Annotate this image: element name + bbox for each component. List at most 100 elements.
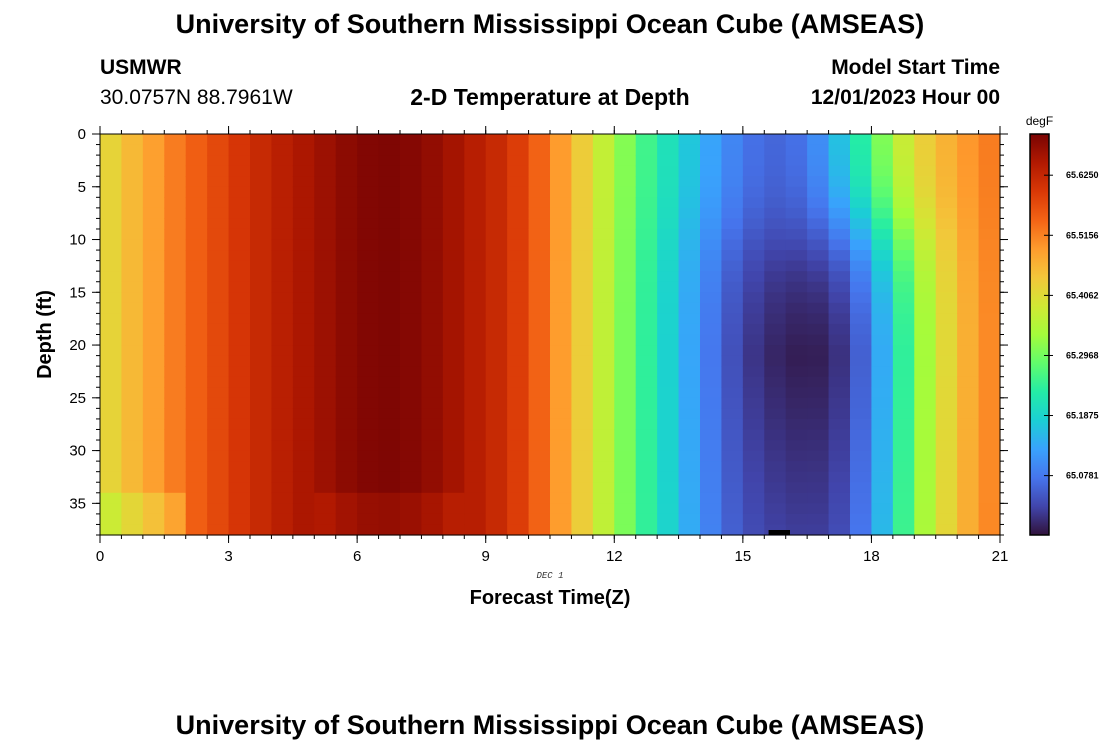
heatmap-cell <box>100 239 123 251</box>
heatmap-cell <box>121 492 144 504</box>
heatmap-cell <box>164 461 187 473</box>
heatmap-cell <box>957 197 980 209</box>
heatmap-cell <box>271 228 294 241</box>
heatmap-cell <box>400 260 423 272</box>
heatmap-cell <box>721 176 744 188</box>
heatmap-cell <box>378 197 401 209</box>
heatmap-cell <box>228 302 251 314</box>
heatmap-cell <box>785 176 808 188</box>
heatmap-cell <box>207 492 230 504</box>
heatmap-cell <box>785 134 808 146</box>
heatmap-cell <box>635 440 658 452</box>
heatmap-cell <box>528 144 551 156</box>
heatmap-cell <box>207 134 230 146</box>
heatmap-cell <box>100 323 123 336</box>
heatmap-cell <box>164 281 187 293</box>
heatmap-cell <box>764 482 787 494</box>
heatmap-cell <box>357 302 380 314</box>
heatmap-cell <box>421 313 444 325</box>
heatmap-cell <box>785 376 808 388</box>
heatmap-cell <box>378 429 401 441</box>
heatmap-cell <box>142 323 165 336</box>
heatmap-cell <box>421 397 444 409</box>
heatmap-cell <box>657 197 680 209</box>
heatmap-cell <box>464 440 487 452</box>
heatmap-cell <box>957 313 980 325</box>
heatmap-cell <box>185 323 208 336</box>
heatmap-cell <box>207 376 230 388</box>
heatmap-cell <box>400 302 423 314</box>
heatmap-cell <box>142 165 165 177</box>
heatmap-cell <box>807 250 830 262</box>
heatmap-cell <box>121 155 144 167</box>
heatmap-cell <box>100 207 123 220</box>
heatmap-cell <box>892 186 915 198</box>
heatmap-cell <box>807 513 830 526</box>
heatmap-cell <box>764 492 787 504</box>
heatmap-cell <box>314 397 337 409</box>
heatmap-cell <box>721 260 744 272</box>
heatmap-cell <box>614 260 637 272</box>
heatmap-cell <box>571 482 594 494</box>
heatmap-cell <box>614 176 637 188</box>
heatmap-cell <box>464 218 487 230</box>
heatmap-cell <box>185 450 208 462</box>
heatmap-cell <box>121 440 144 452</box>
heatmap-cell <box>464 366 487 378</box>
heatmap-cell <box>978 524 1001 536</box>
heatmap-cell <box>700 197 723 209</box>
heatmap-cell <box>442 345 465 357</box>
heatmap-cell <box>507 134 530 146</box>
heatmap-cell <box>314 260 337 272</box>
heatmap-cell <box>442 302 465 314</box>
heatmap-cell <box>657 292 680 304</box>
heatmap-cell <box>635 165 658 177</box>
heatmap-cell <box>378 302 401 314</box>
heatmap-cell <box>400 397 423 409</box>
heatmap-cell <box>528 503 551 515</box>
heatmap-cell <box>742 513 765 526</box>
heatmap-cell <box>185 334 208 346</box>
heatmap-cell <box>378 323 401 336</box>
heatmap-cell <box>314 450 337 462</box>
heatmap-cell <box>892 461 915 473</box>
heatmap-cell <box>935 418 958 431</box>
heatmap-cell <box>742 334 765 346</box>
heatmap-cell <box>850 482 873 494</box>
heatmap-cell <box>721 461 744 473</box>
heatmap-cell <box>507 524 530 536</box>
heatmap-cell <box>850 471 873 483</box>
heatmap-cell <box>507 144 530 156</box>
heatmap-cell <box>678 387 701 399</box>
heatmap-cell <box>721 313 744 325</box>
heatmap-cell <box>100 429 123 441</box>
heatmap-cell <box>978 429 1001 441</box>
heatmap-cell <box>614 302 637 314</box>
heatmap-cell <box>721 440 744 452</box>
heatmap-cell <box>228 228 251 241</box>
heatmap-cell <box>271 302 294 314</box>
heatmap-cell <box>142 239 165 251</box>
heatmap-cell <box>185 503 208 515</box>
heatmap-cell <box>442 397 465 409</box>
heatmap-cell <box>464 271 487 283</box>
heatmap-cell <box>121 461 144 473</box>
heatmap-cell <box>592 239 615 251</box>
heatmap-cell <box>571 503 594 515</box>
heatmap-cell <box>871 503 894 515</box>
heatmap-cell <box>935 323 958 336</box>
heatmap-cell <box>121 450 144 462</box>
heatmap-cell <box>550 186 573 198</box>
heatmap-cell <box>485 450 508 462</box>
heatmap-cell <box>700 207 723 220</box>
heatmap-cell <box>700 471 723 483</box>
heatmap-cell <box>807 302 830 314</box>
heatmap-cell <box>571 376 594 388</box>
heatmap-cell <box>571 387 594 399</box>
colorbar-tick-label: 65.1875 <box>1066 411 1099 421</box>
heatmap-cell <box>571 207 594 220</box>
heatmap-cell <box>121 260 144 272</box>
heatmap-cell <box>185 492 208 504</box>
heatmap-cell <box>442 218 465 230</box>
heatmap-cell <box>292 397 315 409</box>
